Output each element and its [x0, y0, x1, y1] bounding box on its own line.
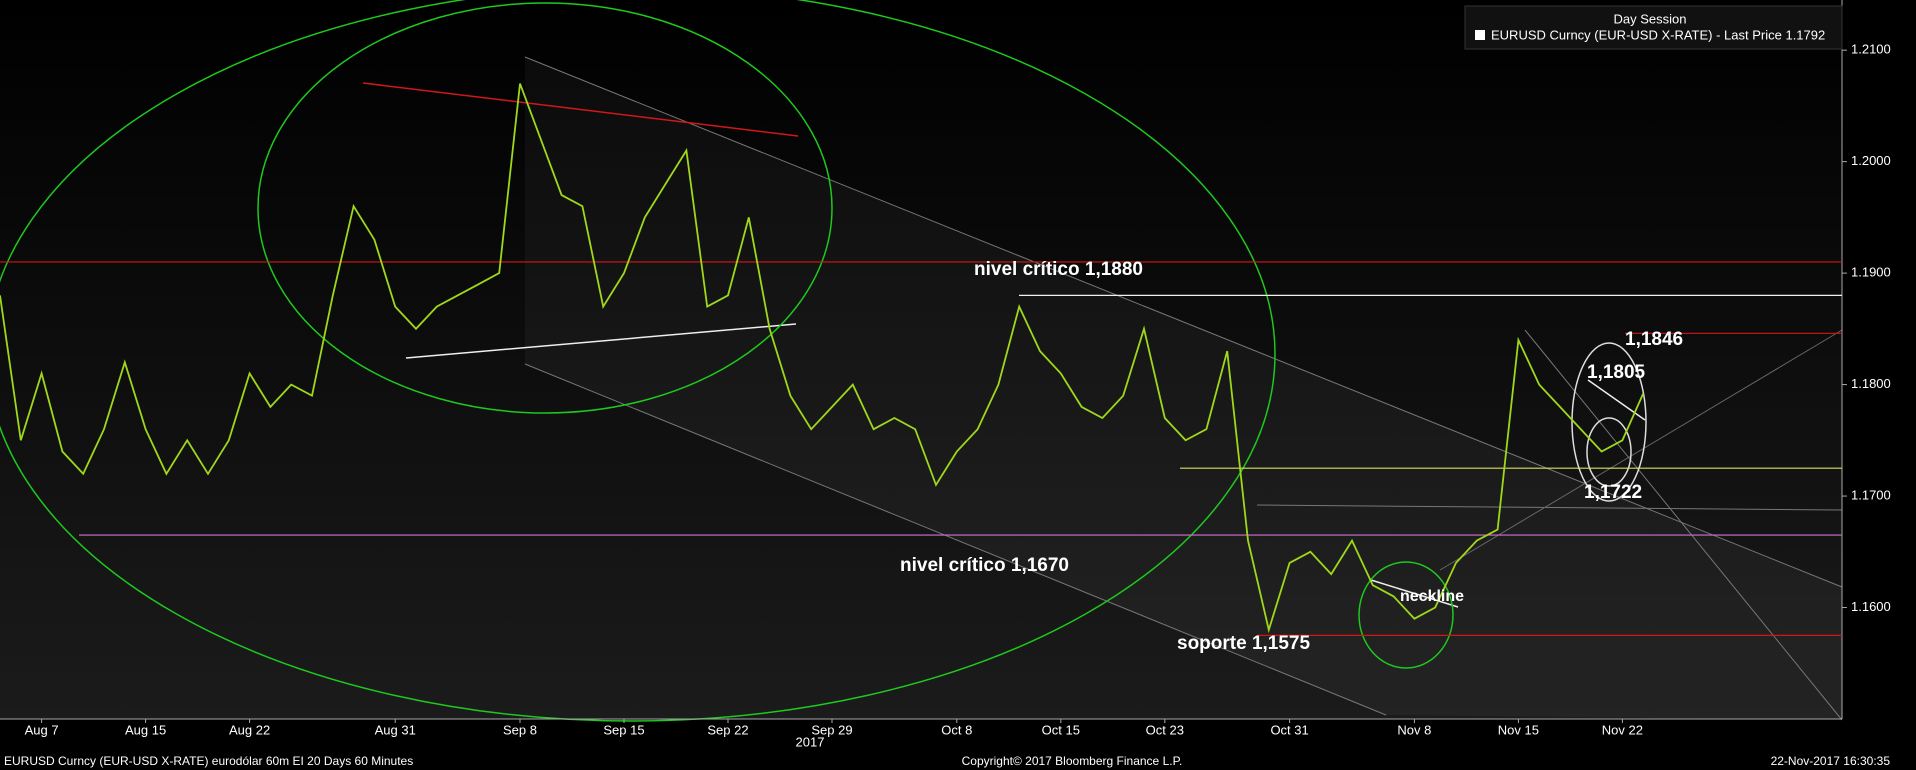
- x-tick-label: Aug 22: [229, 722, 270, 737]
- annotation: nivel crítico 1,1670: [900, 555, 1069, 576]
- legend-swatch: [1475, 30, 1485, 40]
- x-tick-label: Oct 31: [1270, 722, 1308, 737]
- trend-line: [524, 56, 1843, 588]
- ellipse: [0, 0, 1276, 722]
- annotation: neckline: [1400, 588, 1464, 605]
- legend-label: EURUSD Curncy (EUR-USD X-RATE) - Last Pr…: [1491, 27, 1825, 42]
- x-tick-label: Sep 29: [811, 722, 852, 737]
- channel: [525, 57, 1842, 720]
- footer-left: EURUSD Curncy (EUR-USD X-RATE) eurodólar…: [4, 754, 413, 768]
- footer-center: Copyright© 2017 Bloomberg Finance L.P.: [962, 754, 1183, 768]
- legend-title: Day Session: [1614, 11, 1687, 26]
- x-tick-label: Oct 15: [1042, 722, 1080, 737]
- x-tick-label: Sep 15: [603, 722, 644, 737]
- neckline: [1370, 579, 1459, 608]
- y-tick-label: 1.2100: [1851, 42, 1891, 57]
- x-tick-label: Aug 31: [375, 722, 416, 737]
- y-tick-label: 1.1900: [1851, 265, 1891, 280]
- trend-line: [1439, 329, 1843, 571]
- y-tick-label: 1.1800: [1851, 376, 1891, 391]
- y-tick-label: 1.2000: [1851, 153, 1891, 168]
- ellipse: [1358, 561, 1454, 669]
- x-tick-label: Nov 15: [1498, 722, 1539, 737]
- x-tick-label: Aug 15: [125, 722, 166, 737]
- ellipse: [257, 2, 833, 414]
- trend-line: [1587, 379, 1646, 421]
- annotation: nivel crítico 1,1880: [974, 259, 1143, 280]
- trend-line: [362, 82, 799, 137]
- plot-area: [0, 0, 1842, 719]
- trend-line: [1256, 504, 1843, 511]
- x-tick-label: Nov 22: [1602, 722, 1643, 737]
- price-line: [0, 83, 1645, 634]
- drawings: [0, 0, 1843, 722]
- annotation: 1,1722: [1584, 482, 1642, 503]
- year-label: 2017: [796, 734, 825, 749]
- ellipse: [1586, 417, 1632, 487]
- ellipse: [1571, 342, 1647, 502]
- annotation: 1,1846: [1625, 329, 1683, 350]
- x-tick-label: Nov 8: [1397, 722, 1431, 737]
- trend-line: [1524, 329, 1843, 721]
- x-tick-label: Sep 22: [707, 722, 748, 737]
- x-tick-label: Sep 8: [503, 722, 537, 737]
- y-tick-label: 1.1600: [1851, 599, 1891, 614]
- legend: [1464, 5, 1843, 50]
- footer-right: 22-Nov-2017 16:30:35: [1771, 754, 1891, 768]
- trend-line: [524, 363, 1387, 716]
- x-tick-label: Oct 8: [941, 722, 972, 737]
- trend-line: [405, 323, 797, 359]
- annotation: 1,1805: [1587, 362, 1646, 383]
- y-tick-label: 1.1700: [1851, 487, 1891, 502]
- x-tick-label: Aug 7: [25, 722, 59, 737]
- annotation: soporte 1,1575: [1177, 633, 1310, 654]
- x-tick-label: Oct 23: [1146, 722, 1184, 737]
